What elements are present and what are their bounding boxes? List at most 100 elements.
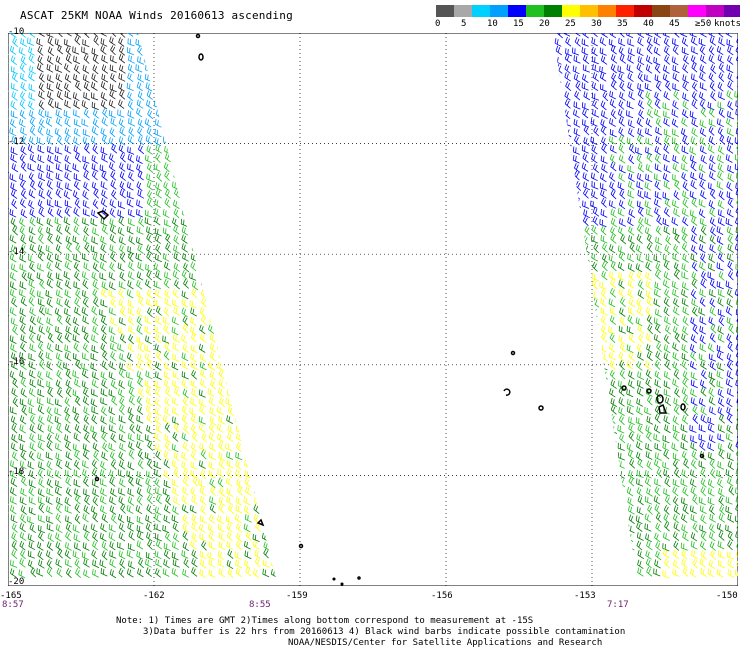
wind-barb	[36, 136, 44, 145]
wind-barb	[92, 569, 99, 578]
wind-barb	[145, 522, 152, 533]
wind-barb	[689, 478, 697, 488]
wind-barb	[690, 334, 698, 344]
wind-barb	[717, 171, 724, 181]
wind-barb	[155, 244, 161, 255]
wind-barb	[654, 180, 661, 191]
wind-barb	[127, 307, 135, 316]
island	[538, 405, 544, 411]
wind-barb	[626, 344, 634, 354]
wind-barb	[109, 244, 117, 254]
wind-barb	[718, 513, 726, 523]
wind-barb	[627, 165, 635, 174]
wind-barb	[82, 513, 89, 523]
wind-barb	[671, 137, 679, 146]
wind-barb	[92, 199, 99, 209]
wind-barb	[619, 54, 627, 64]
wind-barb	[201, 297, 207, 308]
wind-barb	[38, 525, 46, 534]
wind-barb	[10, 460, 17, 469]
wind-barb	[708, 144, 715, 154]
wind-barb	[618, 415, 625, 426]
wind-barb	[39, 305, 46, 316]
wind-barb	[92, 54, 99, 65]
wind-barb	[710, 550, 717, 560]
wind-barb	[626, 64, 634, 73]
wind-barb	[9, 469, 17, 479]
wind-barb	[163, 559, 170, 569]
wind-barb	[609, 244, 616, 254]
wind-barb	[137, 405, 144, 416]
wind-barb	[736, 118, 738, 129]
wind-barb	[645, 550, 652, 560]
wind-barb	[637, 559, 644, 569]
wind-barb	[172, 532, 180, 543]
wind-barb	[110, 432, 117, 443]
wind-barb	[682, 281, 689, 291]
wind-barb	[127, 543, 135, 552]
wind-barb	[165, 495, 172, 506]
wind-barb	[10, 486, 17, 497]
wind-barb	[645, 91, 652, 101]
wind-barb	[736, 326, 738, 336]
wind-barb	[698, 353, 706, 362]
wind-barb	[619, 369, 626, 380]
wind-barb	[55, 558, 63, 568]
wind-barb	[154, 137, 162, 147]
wind-barb	[191, 514, 198, 525]
wind-barb	[637, 89, 644, 100]
wind-barb	[626, 388, 634, 398]
color-scale-labels: 0 5 10 15 20 25 30 35 40 45 ≥50 knots	[435, 19, 740, 31]
wind-barb	[708, 434, 716, 444]
wind-barb	[736, 459, 738, 469]
wind-barb	[602, 91, 609, 102]
wind-barb	[136, 81, 143, 92]
wind-barb	[646, 351, 653, 362]
wind-barb	[707, 423, 715, 433]
wind-barb	[63, 362, 71, 371]
wind-barb	[700, 531, 707, 542]
wind-barb	[699, 234, 706, 244]
wind-barb	[681, 333, 688, 343]
wind-barb	[582, 119, 590, 128]
wind-barb	[682, 486, 689, 497]
wind-barb	[154, 506, 162, 516]
wind-barb	[626, 33, 634, 39]
wind-barb	[199, 486, 206, 496]
wind-barb	[700, 567, 707, 577]
wind-barb	[126, 289, 134, 299]
wind-barb	[209, 514, 216, 524]
wind-barb	[137, 56, 145, 65]
wind-barb	[153, 298, 161, 308]
wind-barb	[19, 281, 27, 290]
wind-barb	[136, 99, 144, 109]
wind-barb	[100, 99, 108, 110]
wind-barb	[645, 558, 652, 569]
wind-barb	[189, 504, 197, 514]
wind-barb	[198, 343, 206, 353]
wind-barb	[147, 441, 154, 451]
wind-barb	[736, 542, 738, 552]
wind-barb	[46, 172, 54, 181]
color-scale-label: 40	[643, 19, 654, 29]
wind-barb	[56, 369, 63, 380]
wind-barb	[727, 110, 735, 120]
wind-barb	[199, 378, 207, 389]
wind-barb	[81, 325, 89, 335]
wind-barb	[110, 379, 118, 390]
wind-barb	[600, 234, 608, 244]
wind-barb	[83, 171, 90, 181]
wind-barb	[590, 172, 598, 182]
wind-barb	[119, 306, 126, 317]
wind-barb	[565, 81, 572, 92]
wind-barb	[681, 387, 689, 397]
wind-barb	[73, 207, 80, 217]
wind-barb	[180, 218, 188, 227]
wind-barb	[171, 397, 179, 406]
wind-barb	[182, 388, 189, 399]
wind-barb	[37, 290, 45, 299]
wind-barb	[12, 325, 19, 336]
wind-barb	[734, 137, 738, 146]
wind-barb	[682, 316, 689, 326]
wind-barb	[690, 161, 697, 172]
